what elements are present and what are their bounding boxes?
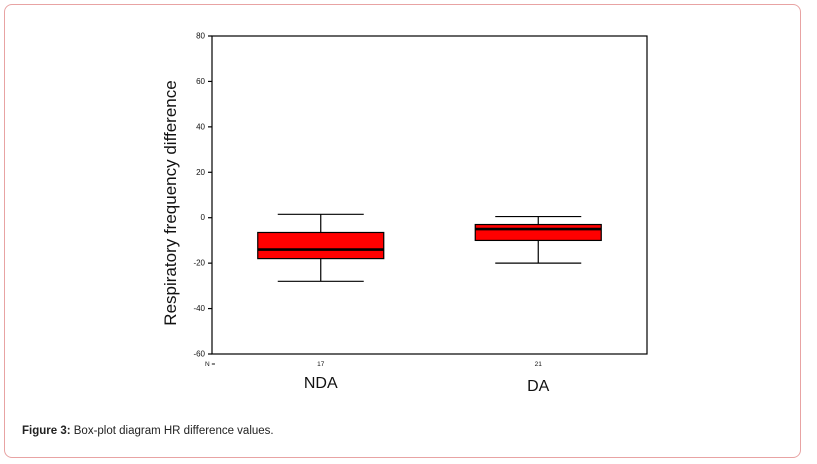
x-axis-labels: 17 NDA 21 DA [304,361,550,395]
y-tick-label: -40 [193,304,205,313]
y-tick-label: 40 [196,122,205,131]
box-da [474,223,602,242]
x-category-label: NDA [304,375,338,392]
y-tick-label: 60 [196,77,205,86]
y-tick-label: -20 [193,259,205,268]
y-axis-label: Respiratory frequency difference [161,80,180,325]
y-tick-label: 20 [196,168,205,177]
x-category-label: DA [527,378,550,395]
n-label: N = [205,361,216,368]
caption-label: Figure 3: [22,425,71,437]
box-nda [257,231,385,260]
y-tick-label: 0 [201,213,206,222]
boxes [257,213,602,282]
y-axis-ticks: -60 -40 -20 0 20 40 60 80 [193,32,212,359]
figure-caption: Figure 3: Box-plot diagram HR difference… [22,425,274,437]
plot-area [211,35,648,355]
y-tick-label: -60 [193,350,205,359]
caption-text: Box-plot diagram HR difference values. [70,425,274,437]
n-value: 17 [317,361,325,368]
y-tick-label: 80 [196,32,205,41]
n-value: 21 [535,361,543,368]
